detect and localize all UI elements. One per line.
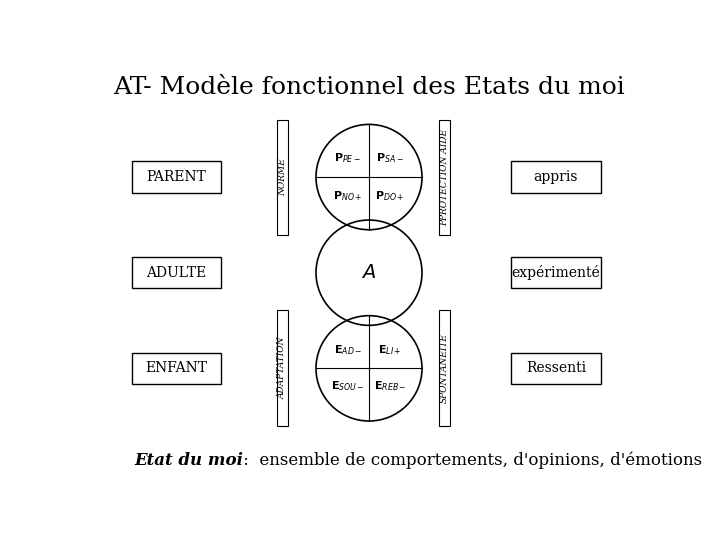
FancyBboxPatch shape: [132, 161, 221, 193]
FancyBboxPatch shape: [438, 120, 450, 235]
Text: $\mathbf{P}_{DO+}$: $\mathbf{P}_{DO+}$: [375, 189, 405, 202]
Text: $\mathbf{P}_{SA-}$: $\mathbf{P}_{SA-}$: [377, 151, 404, 165]
Text: PARENT: PARENT: [147, 170, 207, 184]
FancyBboxPatch shape: [132, 353, 221, 384]
Text: ADAPTATION: ADAPTATION: [278, 336, 287, 399]
FancyBboxPatch shape: [438, 310, 450, 426]
Text: SPONTANEITE: SPONTANEITE: [440, 333, 449, 403]
Text: $\mathbf{P}_{NO+}$: $\mathbf{P}_{NO+}$: [333, 189, 362, 202]
Text: $\mathbf{P}_{PE-}$: $\mathbf{P}_{PE-}$: [334, 151, 361, 165]
FancyBboxPatch shape: [511, 161, 600, 193]
FancyBboxPatch shape: [511, 353, 600, 384]
Text: ENFANT: ENFANT: [145, 361, 207, 375]
FancyBboxPatch shape: [277, 310, 288, 426]
Text: ADULTE: ADULTE: [146, 266, 207, 280]
Text: $\mathbf{E}_{AD-}$: $\mathbf{E}_{AD-}$: [333, 343, 362, 356]
Text: appris: appris: [534, 170, 578, 184]
Text: :  ensemble de comportements, d'opinions, d'émotions: : ensemble de comportements, d'opinions,…: [238, 452, 702, 469]
Text: $\mathbf{E}_{LI+}$: $\mathbf{E}_{LI+}$: [379, 343, 402, 356]
FancyBboxPatch shape: [277, 120, 288, 235]
Text: $\mathit{A}$: $\mathit{A}$: [361, 264, 377, 282]
Text: Etat du moi: Etat du moi: [135, 452, 243, 469]
Text: expérimenté: expérimenté: [511, 265, 600, 280]
FancyBboxPatch shape: [132, 257, 221, 288]
FancyBboxPatch shape: [511, 257, 600, 288]
Text: AT- Modèle fonctionnel des Etats du moi: AT- Modèle fonctionnel des Etats du moi: [113, 76, 625, 99]
Text: Ressenti: Ressenti: [526, 361, 586, 375]
Text: $\mathbf{E}_{SOU-}$: $\mathbf{E}_{SOU-}$: [331, 379, 364, 393]
Text: PPROTECTION AIDE: PPROTECTION AIDE: [440, 129, 449, 226]
Text: $\mathbf{E}_{REB-}$: $\mathbf{E}_{REB-}$: [374, 379, 407, 393]
Text: NORME: NORME: [278, 159, 287, 197]
